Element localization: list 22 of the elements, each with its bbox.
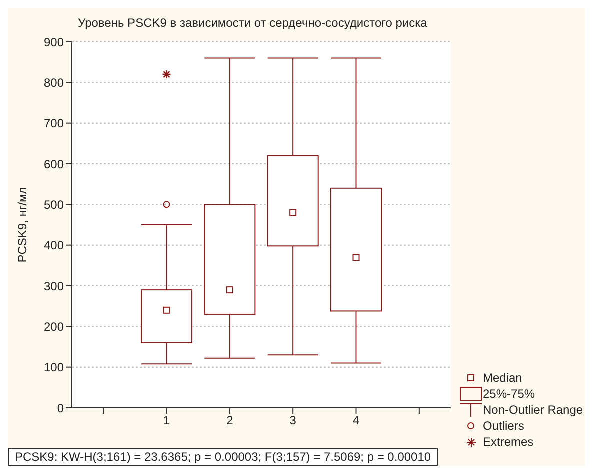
text: PCSK9: KW-H(3;161) = 23.6365; p = 0.00003; F(3;157) = 7.5069; p = 0.00010 [8,448,438,466]
text: 25%-75% [483,387,536,401]
y-tick-label: 900 [44,35,64,50]
text: Median [483,371,522,385]
y-tick-label: 600 [44,157,64,172]
y-tick-label: 400 [44,238,64,253]
text: Extremes [483,435,534,449]
x-tick-label: 1 [163,414,170,428]
x-tick-label: 3 [290,414,297,428]
chart-title: Уровень PSCK9 в зависимости от сердечно-сосудистого риска [78,16,428,30]
y-tick-label: 300 [44,279,64,294]
text: Non-Outlier Range [483,403,584,417]
x-tick-label: 4 [352,414,360,428]
y-tick-label: 200 [44,320,64,334]
y-tick-label: 800 [44,76,64,90]
y-tick-label: 0 [57,401,64,416]
x-tick-label: 2 [226,414,234,428]
text: Outliers [483,419,524,433]
y-tick-label: 500 [44,198,64,212]
y-axis-title: PCSK9, нг/мл [15,187,30,263]
y-tick-label: 100 [44,360,64,375]
y-tick-label: 700 [44,116,64,131]
